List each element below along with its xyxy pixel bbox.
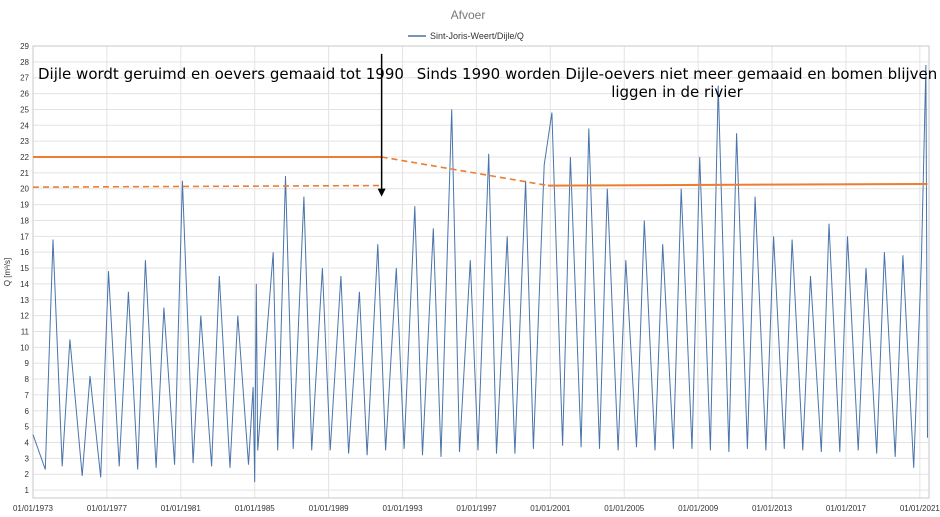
- y-tick-label: 17: [20, 232, 29, 241]
- y-tick-label: 28: [20, 58, 29, 67]
- y-tick-label: 14: [20, 280, 29, 289]
- y-axis: 1234567891011121314151617181920212223242…: [20, 42, 29, 495]
- y-tick-label: 1: [25, 486, 30, 495]
- y-tick-label: 10: [20, 343, 29, 352]
- y-tick-label: 12: [20, 312, 29, 321]
- x-tick-label: 01/01/1997: [456, 504, 497, 513]
- annotation-left: Dijle wordt geruimd en oevers gemaaid to…: [38, 65, 404, 83]
- y-tick-label: 6: [25, 407, 30, 416]
- y-axis-label: Q [m³/s]: [3, 258, 12, 286]
- x-tick-label: 01/01/1973: [13, 504, 54, 513]
- x-tick-label: 01/01/2017: [826, 504, 867, 513]
- y-tick-label: 27: [20, 74, 29, 83]
- x-tick-label: 01/01/1993: [382, 504, 423, 513]
- y-tick-label: 7: [25, 391, 30, 400]
- y-tick-label: 5: [25, 423, 30, 432]
- arrow-head: [377, 188, 386, 197]
- x-axis: 01/01/1973 01/01/1977 01/01/1981 01/01/1985…: [13, 504, 940, 513]
- reference-line-dashed: [381, 156, 549, 187]
- x-tick-label: 01/01/1977: [87, 504, 128, 513]
- y-tick-label: 8: [25, 375, 30, 384]
- annotation-arrow: [377, 53, 386, 197]
- series-line-sint-joris-weert: [32, 64, 928, 483]
- reference-line-dashed: [32, 184, 382, 188]
- y-tick-label: 21: [20, 169, 29, 178]
- x-tick-label: 01/01/2021: [900, 504, 940, 513]
- y-tick-label: 13: [20, 296, 29, 305]
- annotation-right-line1: Sinds 1990 worden Dijle-oevers niet meer…: [417, 65, 938, 83]
- y-tick-label: 20: [20, 185, 29, 194]
- chart-title: Afvoer: [451, 8, 486, 22]
- x-tick-label: 01/01/2001: [530, 504, 571, 513]
- y-tick-label: 26: [20, 90, 29, 99]
- y-tick-label: 29: [20, 42, 29, 51]
- y-tick-label: 19: [20, 201, 29, 210]
- annotation-right-line2: liggen in de rivier: [611, 83, 743, 101]
- x-tick-label: 01/01/1985: [235, 504, 276, 513]
- y-tick-label: 15: [20, 264, 29, 273]
- plot-area-frame: [32, 45, 930, 499]
- y-tick-label: 25: [20, 105, 29, 114]
- x-tick-label: 01/01/1981: [161, 504, 202, 513]
- x-tick-label: 01/01/1989: [309, 504, 350, 513]
- y-tick-label: 2: [25, 470, 30, 479]
- x-tick-label: 01/01/2005: [604, 504, 645, 513]
- y-tick-label: 24: [20, 121, 29, 130]
- y-tick-label: 4: [25, 438, 30, 447]
- y-tick-label: 22: [20, 153, 29, 162]
- y-tick-label: 23: [20, 137, 29, 146]
- y-tick-label: 9: [25, 359, 30, 368]
- y-tick-label: 16: [20, 248, 29, 257]
- reference-lines: [32, 156, 928, 188]
- x-tick-label: 01/01/2013: [752, 504, 793, 513]
- legend-entry: Sint-Joris-Weert/Dijle/Q: [430, 31, 524, 41]
- y-tick-label: 18: [20, 216, 29, 225]
- reference-line-solid: [547, 182, 928, 187]
- y-tick-label: 11: [21, 327, 30, 336]
- grid: [32, 45, 929, 498]
- x-tick-label: 01/01/2009: [678, 504, 719, 513]
- y-tick-label: 3: [25, 454, 30, 463]
